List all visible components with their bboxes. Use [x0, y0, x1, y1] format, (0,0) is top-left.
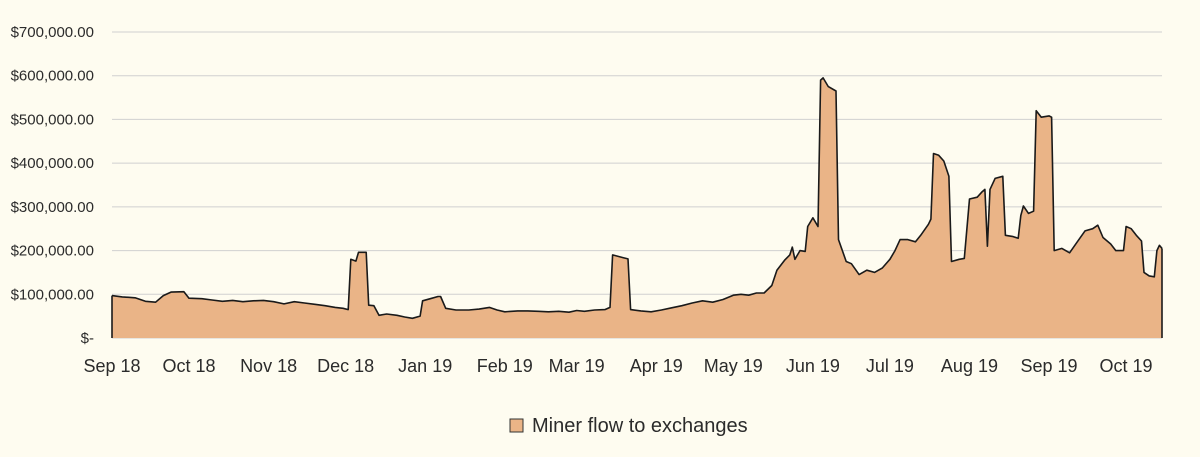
- x-tick-label: Oct 18: [163, 356, 216, 376]
- x-axis-tick-labels: Sep 18 Oct 18 Nov 18 Dec 18 Jan 19 Feb 19 Mar …: [83, 356, 1152, 376]
- x-tick-label: Dec 18: [317, 356, 374, 376]
- x-tick-label: Jan 19: [398, 356, 452, 376]
- x-tick-label: Mar 19: [549, 356, 605, 376]
- y-tick-label: $400,000.00: [11, 155, 94, 172]
- x-tick-label: Sep 19: [1021, 356, 1078, 376]
- y-tick-label: $200,000.00: [11, 243, 94, 260]
- x-tick-label: Jul 19: [866, 356, 914, 376]
- x-tick-label: Aug 19: [941, 356, 998, 376]
- series-area: [112, 77, 1162, 339]
- y-tick-label: $300,000.00: [11, 199, 94, 216]
- legend: Miner flow to exchanges: [509, 415, 748, 437]
- x-tick-label: Sep 18: [83, 356, 140, 376]
- legend-label: Miner flow to exchanges: [532, 415, 748, 437]
- legend-swatch: [509, 418, 524, 433]
- x-tick-label: Oct 19: [1100, 356, 1153, 376]
- y-tick-label: $600,000.00: [11, 68, 94, 85]
- x-tick-label: May 19: [704, 356, 763, 376]
- y-tick-label: $700,000.00: [11, 24, 94, 41]
- y-tick-label: $500,000.00: [11, 111, 94, 128]
- y-axis-tick-labels: $- $100,000.00 $200,000.00 $300,000.00 $400,…: [11, 24, 94, 347]
- x-tick-label: Apr 19: [630, 356, 683, 376]
- y-tick-label: $100,000.00: [11, 286, 94, 303]
- series-layer: [111, 77, 1163, 339]
- series-line: [111, 77, 1163, 320]
- x-tick-label: Jun 19: [786, 356, 840, 376]
- x-tick-label: Feb 19: [477, 356, 533, 376]
- y-tick-label: $-: [81, 330, 94, 347]
- x-tick-label: Nov 18: [240, 356, 297, 376]
